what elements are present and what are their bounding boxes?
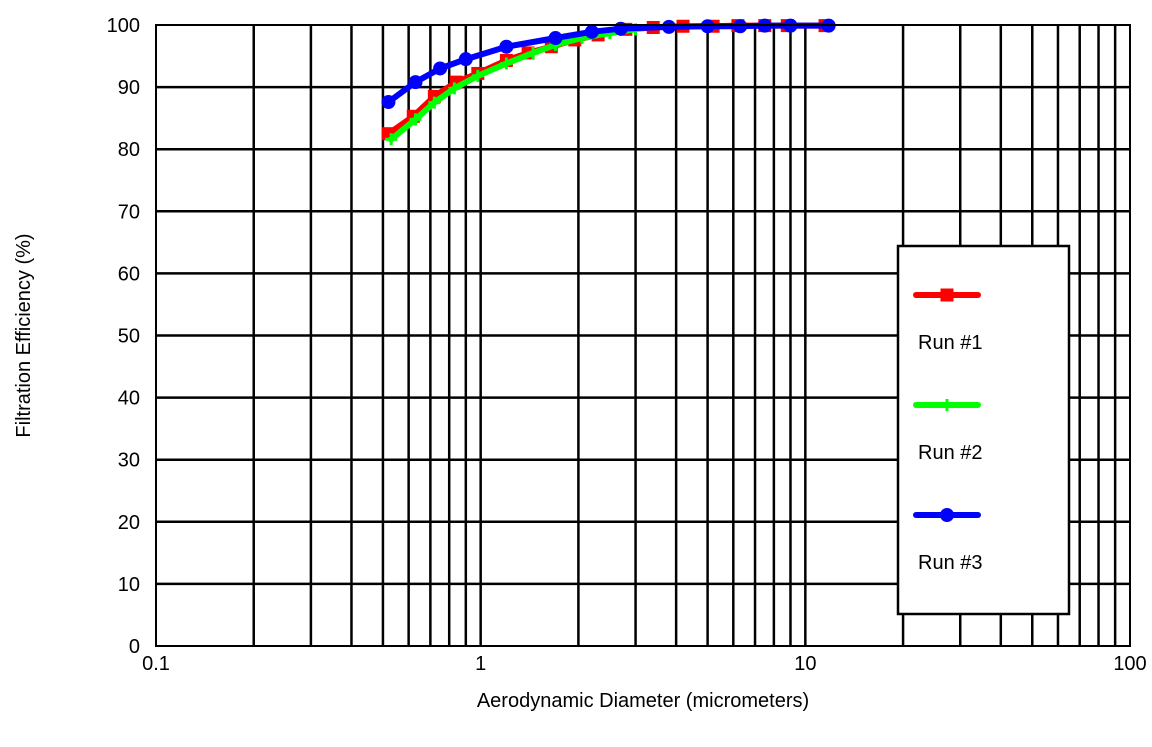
data-point — [433, 61, 448, 76]
y-tick-label: 0 — [129, 636, 140, 658]
data-point — [499, 39, 514, 54]
legend: Run #1 Run #2 Run #3 — [896, 244, 1071, 616]
y-tick-label: 50 — [118, 326, 140, 348]
y-tick-label: 60 — [118, 263, 140, 285]
legend-item: Run #3 — [913, 508, 983, 574]
legend-label: Run #3 — [918, 552, 983, 574]
x-tick-label: 10 — [794, 653, 816, 675]
data-point — [381, 95, 396, 110]
data-point — [584, 24, 599, 39]
data-point — [548, 31, 563, 46]
data-point — [940, 288, 954, 302]
x-axis-title: Aerodynamic Diameter (micrometers) — [477, 690, 809, 712]
x-tick-label: 1 — [475, 653, 486, 675]
series-run-2 — [385, 23, 642, 146]
plot-frame — [155, 24, 1131, 647]
y-tick-label: 20 — [118, 512, 140, 534]
series-layer — [381, 18, 836, 146]
data-point — [940, 508, 954, 522]
x-tick-label: 0.1 — [142, 653, 170, 675]
y-tick-label: 40 — [118, 388, 140, 410]
data-point — [471, 69, 484, 82]
data-point — [941, 399, 953, 411]
data-point — [500, 57, 513, 70]
y-tick-label: 100 — [107, 15, 140, 37]
tick-labels: 0.1 1 10 100 0 10 20 30 40 50 60 70 80 90 100 — [107, 15, 1147, 675]
data-point — [527, 46, 540, 59]
data-point — [700, 19, 715, 34]
data-point — [385, 133, 398, 146]
legend-box — [896, 244, 1071, 616]
y-tick-label: 10 — [118, 574, 140, 596]
legend-label: Run #1 — [918, 332, 983, 354]
data-point — [733, 19, 748, 34]
y-tick-label: 70 — [118, 201, 140, 223]
y-tick-label: 30 — [118, 450, 140, 472]
legend-item: Run #1 — [913, 288, 983, 354]
x-tick-label: 100 — [1113, 653, 1146, 675]
legend-item: Run #2 — [913, 399, 983, 464]
data-point — [458, 52, 473, 67]
y-axis-title: Filtration Efficiency (%) — [13, 233, 35, 437]
data-point — [661, 19, 676, 34]
data-point — [448, 82, 461, 95]
data-point — [408, 75, 423, 90]
legend-label: Run #2 — [918, 442, 983, 464]
data-point — [409, 113, 422, 126]
data-point — [428, 96, 441, 109]
y-tick-label: 90 — [118, 77, 140, 99]
y-tick-label: 80 — [118, 139, 140, 161]
